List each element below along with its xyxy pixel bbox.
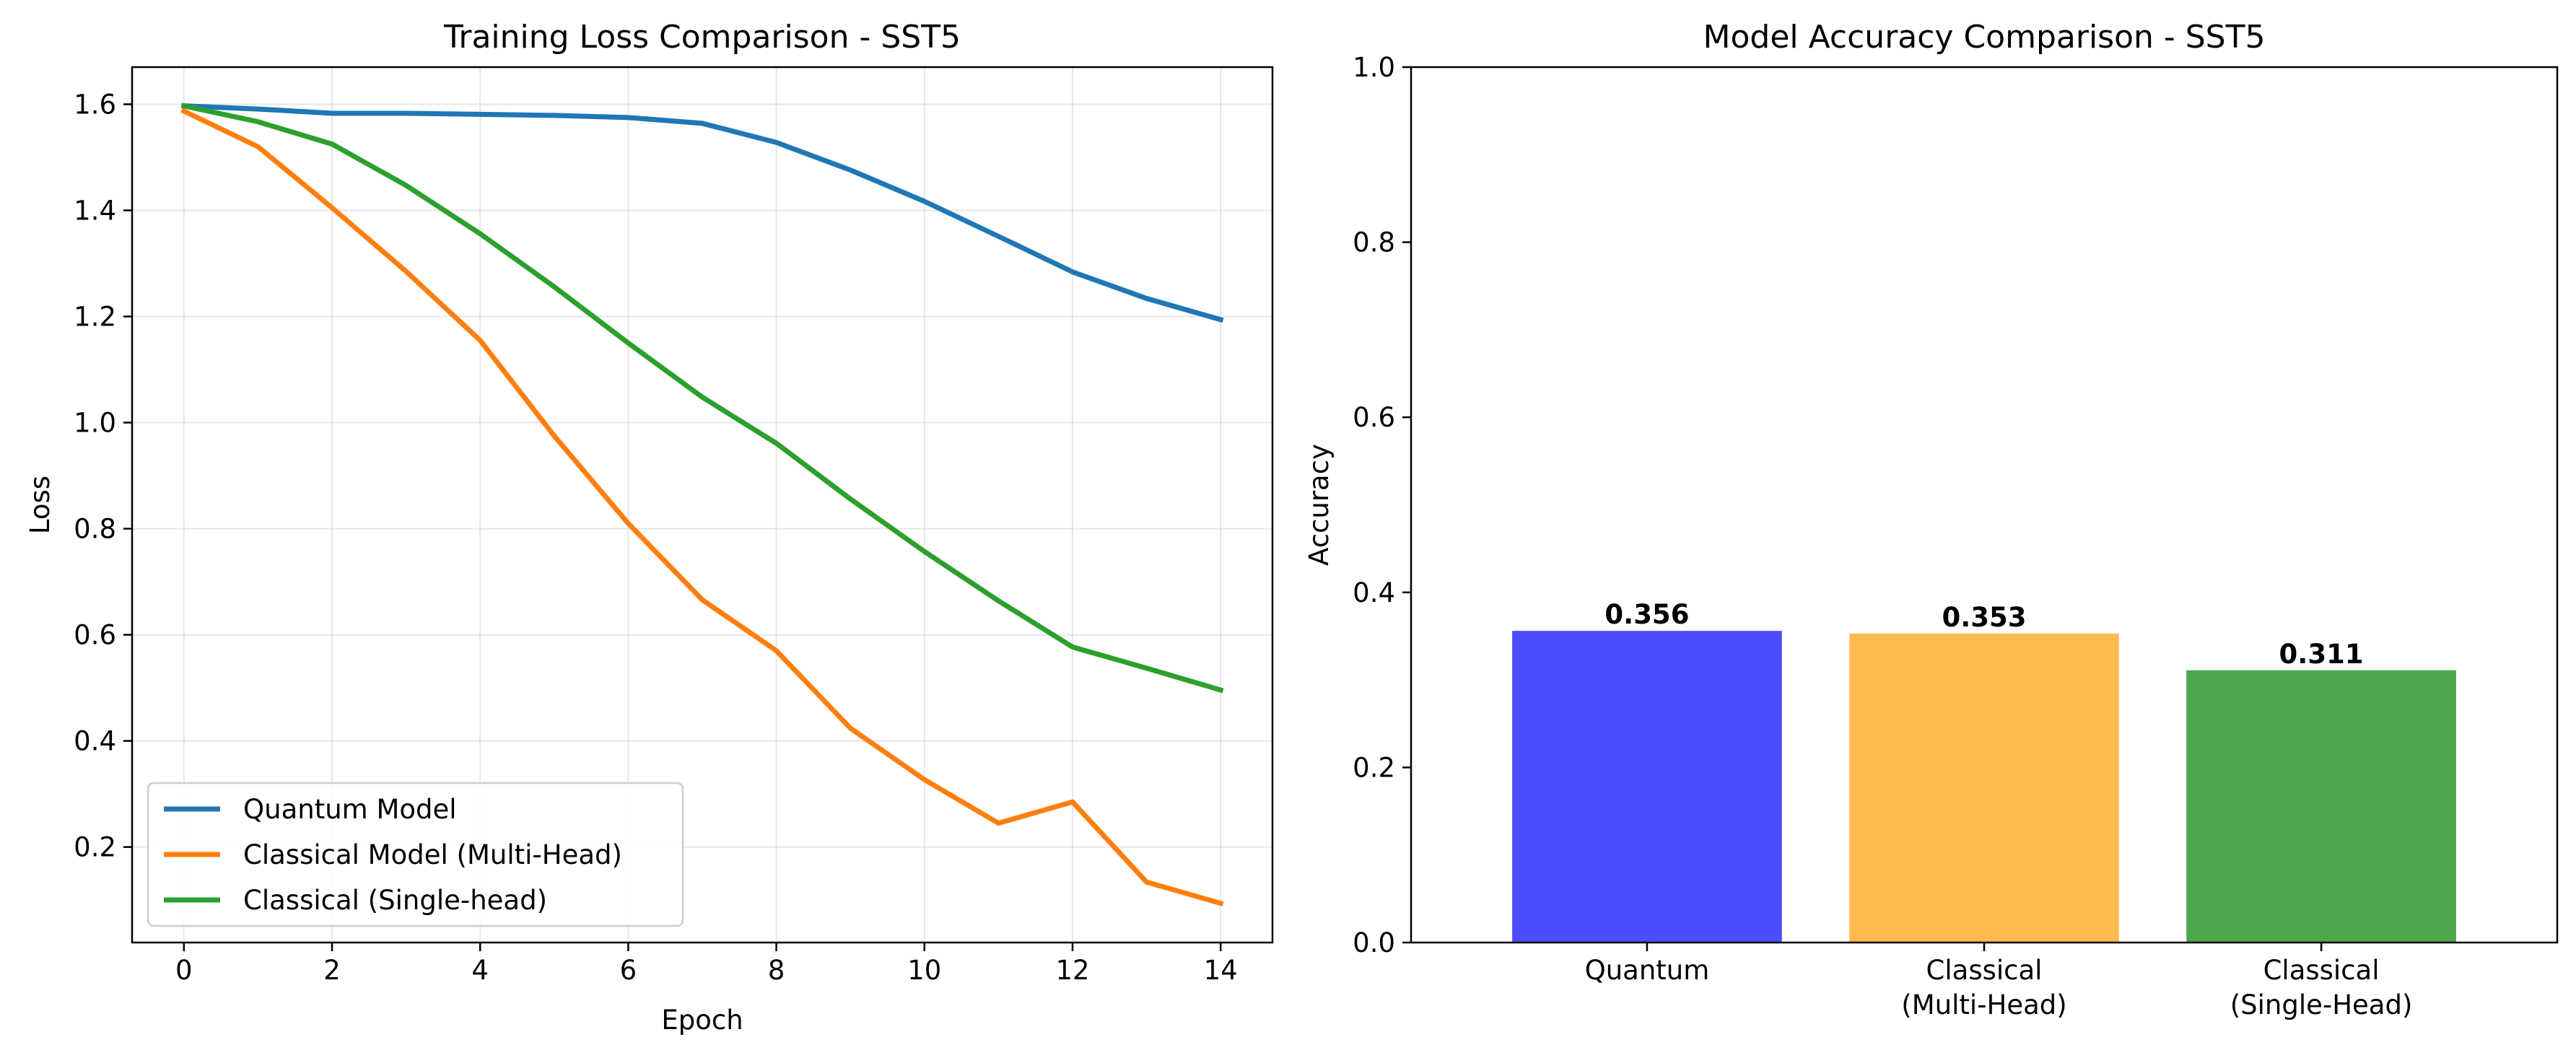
x-tick-label: Classical (Single-Head) <box>2230 955 2413 1020</box>
bar-chart-bars <box>1512 631 2456 943</box>
y-tick-label: 0.0 <box>1353 927 1395 958</box>
x-tick-label: 2 <box>323 955 341 986</box>
y-tick-label: 0.6 <box>74 620 116 651</box>
legend-label-3: Classical (Single-head) <box>243 885 547 916</box>
bar-chart-x-ticks: Quantum Classical (Multi-Head) Classical (Si… <box>1585 943 2413 1020</box>
x-tick-label: 10 <box>907 955 941 986</box>
x-tick-label: 14 <box>1204 955 1238 986</box>
series-line-2 <box>180 108 1224 906</box>
x-tick-label: Classical (Multi-Head) <box>1901 955 2066 1020</box>
x-tick-label: 0 <box>175 955 193 986</box>
x-tick-label: 8 <box>768 955 785 986</box>
y-tick-label: 0.8 <box>74 514 116 545</box>
line-chart-x-axis-label: Epoch <box>661 1005 743 1036</box>
y-tick-label: 0.6 <box>1353 402 1395 433</box>
line-chart-y-ticks: 0.2 0.4 0.6 0.8 1.0 1.2 1.4 1.6 <box>74 89 132 863</box>
series-line-3 <box>180 102 1224 694</box>
y-tick-label: 0.2 <box>74 832 116 863</box>
x-tick-label: 6 <box>620 955 637 986</box>
series-line-1 <box>181 103 1224 323</box>
y-tick-label: 1.4 <box>74 195 116 226</box>
bar-chart: Model Accuracy Comparison - SST5 Quantum… <box>1304 19 2559 1020</box>
line-chart-grid <box>132 67 1272 943</box>
bar-value-label-2: 0.353 <box>1942 602 2026 633</box>
bar-1 <box>1512 631 1782 943</box>
y-tick-label: 0.8 <box>1353 227 1395 258</box>
line-chart-y-axis-label: Loss <box>25 476 56 534</box>
bar-2 <box>1849 633 2119 943</box>
y-tick-label: 0.4 <box>1353 577 1395 608</box>
bar-chart-title: Model Accuracy Comparison - SST5 <box>1703 19 2266 56</box>
legend-label-2: Classical Model (Multi-Head) <box>243 839 622 870</box>
legend-label-1: Quantum Model <box>243 794 457 825</box>
y-tick-label: 1.6 <box>74 89 116 120</box>
y-tick-label: 0.2 <box>1353 752 1395 783</box>
y-tick-label: 0.4 <box>74 726 116 757</box>
bar-chart-y-ticks: 0.0 0.2 0.4 0.6 0.8 1.0 <box>1353 52 1411 958</box>
line-chart-plot-frame <box>131 66 1274 944</box>
legend-frame <box>147 782 684 927</box>
bar-value-label-3: 0.311 <box>2279 639 2364 670</box>
x-tick-label: Quantum <box>1585 955 1710 986</box>
bar-3 <box>2186 670 2456 943</box>
bar-chart-value-labels: 0.356 0.353 0.311 <box>1604 599 2363 670</box>
x-tick-label: 12 <box>1055 955 1089 986</box>
line-chart-title: Training Loss Comparison - SST5 <box>443 19 961 56</box>
line-chart-x-ticks: 0 2 4 6 8 10 12 14 <box>175 943 1238 986</box>
y-tick-label: 1.2 <box>74 302 116 333</box>
line-chart: Training Loss Comparison - SST5 0 2 4 6 8 10 1… <box>25 19 1274 1036</box>
y-tick-label: 1.0 <box>1353 52 1395 83</box>
line-chart-series <box>180 102 1224 906</box>
bar-value-label-1: 0.356 <box>1604 599 1689 630</box>
line-chart-legend: Quantum Model Classical Model (Multi-Head… <box>147 782 684 927</box>
y-tick-label: 1.0 <box>74 408 116 439</box>
bar-chart-y-axis-label: Accuracy <box>1304 444 1335 566</box>
x-tick-label: 4 <box>471 955 489 986</box>
